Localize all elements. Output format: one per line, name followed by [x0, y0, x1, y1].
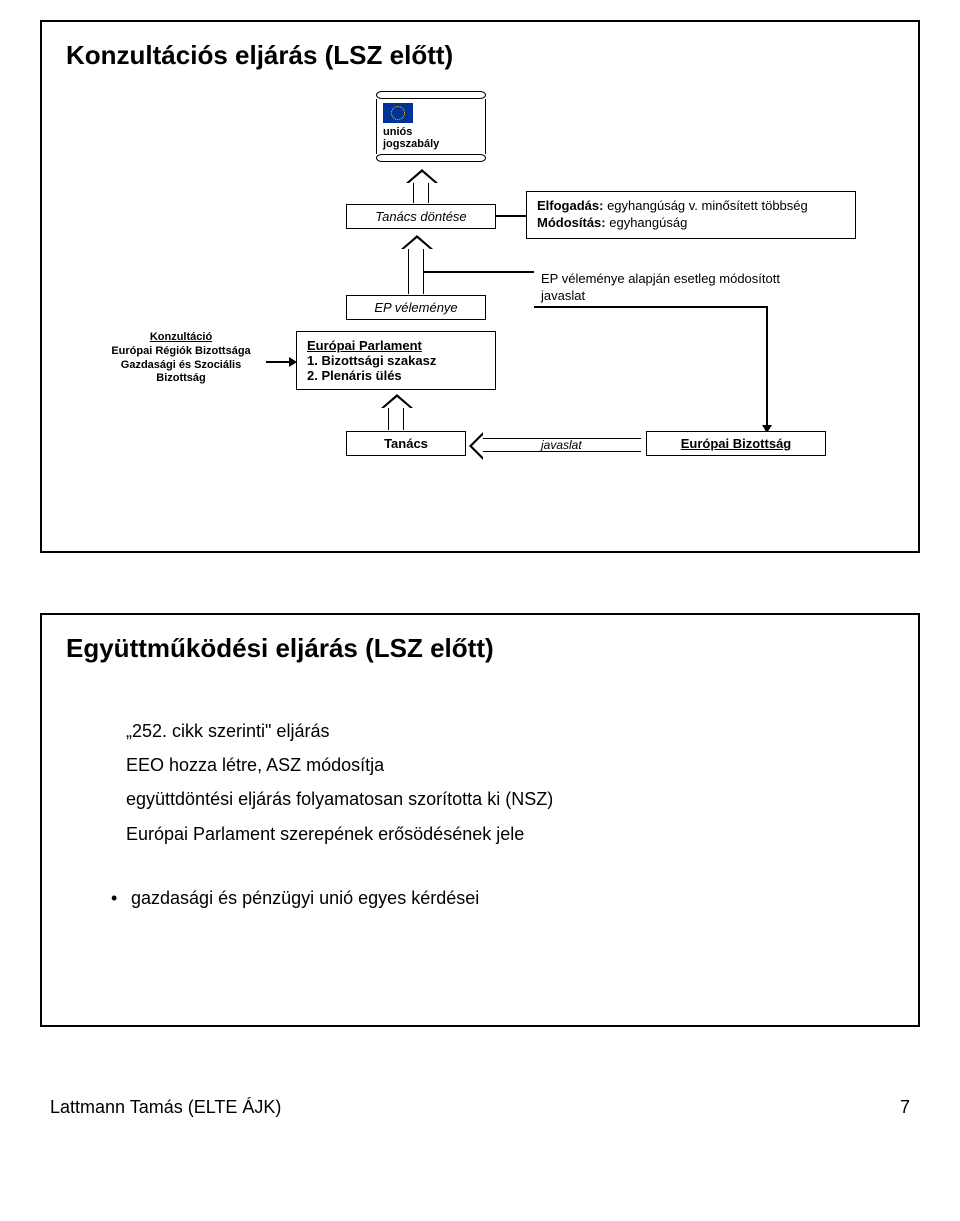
arrow-up-tanacs — [388, 406, 404, 430]
slide2-content: „252. cikk szerinti" eljárás EEO hozza l… — [66, 714, 894, 915]
slide2-p3: együttdöntési eljárás folyamatosan szorí… — [126, 782, 894, 816]
label-epvel: EP véleménye alapján esetleg módosított … — [541, 271, 821, 305]
connector-line — [496, 215, 526, 217]
modositas-bold: Módosítás: — [537, 215, 606, 230]
box-europai-parlament: Európai Parlament 1. Bizottsági szakasz … — [296, 331, 496, 390]
page: Konzultációs eljárás (LSZ előtt) uniós j… — [0, 0, 960, 1148]
path-epvel-h2 — [534, 306, 767, 308]
elfogadas-rest: egyhangúság v. minősített többség — [603, 198, 807, 213]
slide-1: Konzultációs eljárás (LSZ előtt) uniós j… — [40, 20, 920, 553]
arrow-konz — [266, 361, 291, 363]
scroll-line2: jogszabály — [383, 138, 479, 150]
label-javaslat: javaslat — [541, 438, 582, 452]
arrowhead-konz — [289, 357, 297, 367]
slide2-bullet: • gazdasági és pénzügyi unió egyes kérdé… — [111, 881, 894, 915]
slide2-p2: EEO hozza létre, ASZ módosítja — [126, 748, 894, 782]
footer: Lattmann Tamás (ELTE ÁJK) 7 — [40, 1087, 920, 1118]
box-ep-velemenye: EP véleménye — [346, 295, 486, 320]
modositas-rest: egyhangúság — [606, 215, 688, 230]
scroll-document: uniós jogszabály — [376, 91, 486, 162]
konzultacio-l1: Európai Régiók Bizottsága — [96, 345, 266, 359]
konzultacio-block: Konzultáció Európai Régiók Bizottsága Ga… — [96, 331, 266, 386]
path-epvel-v — [766, 306, 768, 431]
arrow-up-ep — [408, 247, 424, 294]
box-tanacs: Tanács — [346, 431, 466, 456]
ep-title: Európai Parlament — [307, 338, 485, 353]
ep-step1: 1. Bizottsági szakasz — [307, 353, 485, 368]
slide1-title: Konzultációs eljárás (LSZ előtt) — [66, 40, 894, 71]
ep-step2: 2. Plenáris ülés — [307, 368, 485, 383]
slide2-p4: Európai Parlament szerepének erősödéséne… — [126, 817, 894, 851]
elfogadas-bold: Elfogadás: — [537, 198, 603, 213]
path-epvel-h — [424, 271, 534, 273]
slide-2: Együttműködési eljárás (LSZ előtt) „252.… — [40, 613, 920, 1027]
arrow-up-scroll — [413, 181, 429, 203]
footer-right: 7 — [900, 1097, 910, 1118]
box-elfogadas: Elfogadás: egyhangúság v. minősített töb… — [526, 191, 856, 239]
box-tanacs-dontese: Tanács döntése — [346, 204, 496, 229]
box-europai-bizottsag: Európai Bizottság — [646, 431, 826, 456]
eu-flag-icon — [383, 103, 413, 123]
diagram-1: uniós jogszabály Tanács döntése Elfogadá… — [66, 91, 894, 491]
bullet-dot: • — [111, 881, 131, 915]
scroll-line1: uniós — [383, 126, 479, 138]
konzultacio-title: Konzultáció — [96, 331, 266, 345]
slide2-p1: „252. cikk szerinti" eljárás — [126, 714, 894, 748]
slide2-title: Együttműködési eljárás (LSZ előtt) — [66, 633, 894, 664]
konzultacio-l2: Gazdasági és Szociális Bizottság — [96, 359, 266, 387]
footer-left: Lattmann Tamás (ELTE ÁJK) — [50, 1097, 281, 1118]
slide2-b1: gazdasági és pénzügyi unió egyes kérdése… — [131, 881, 479, 915]
